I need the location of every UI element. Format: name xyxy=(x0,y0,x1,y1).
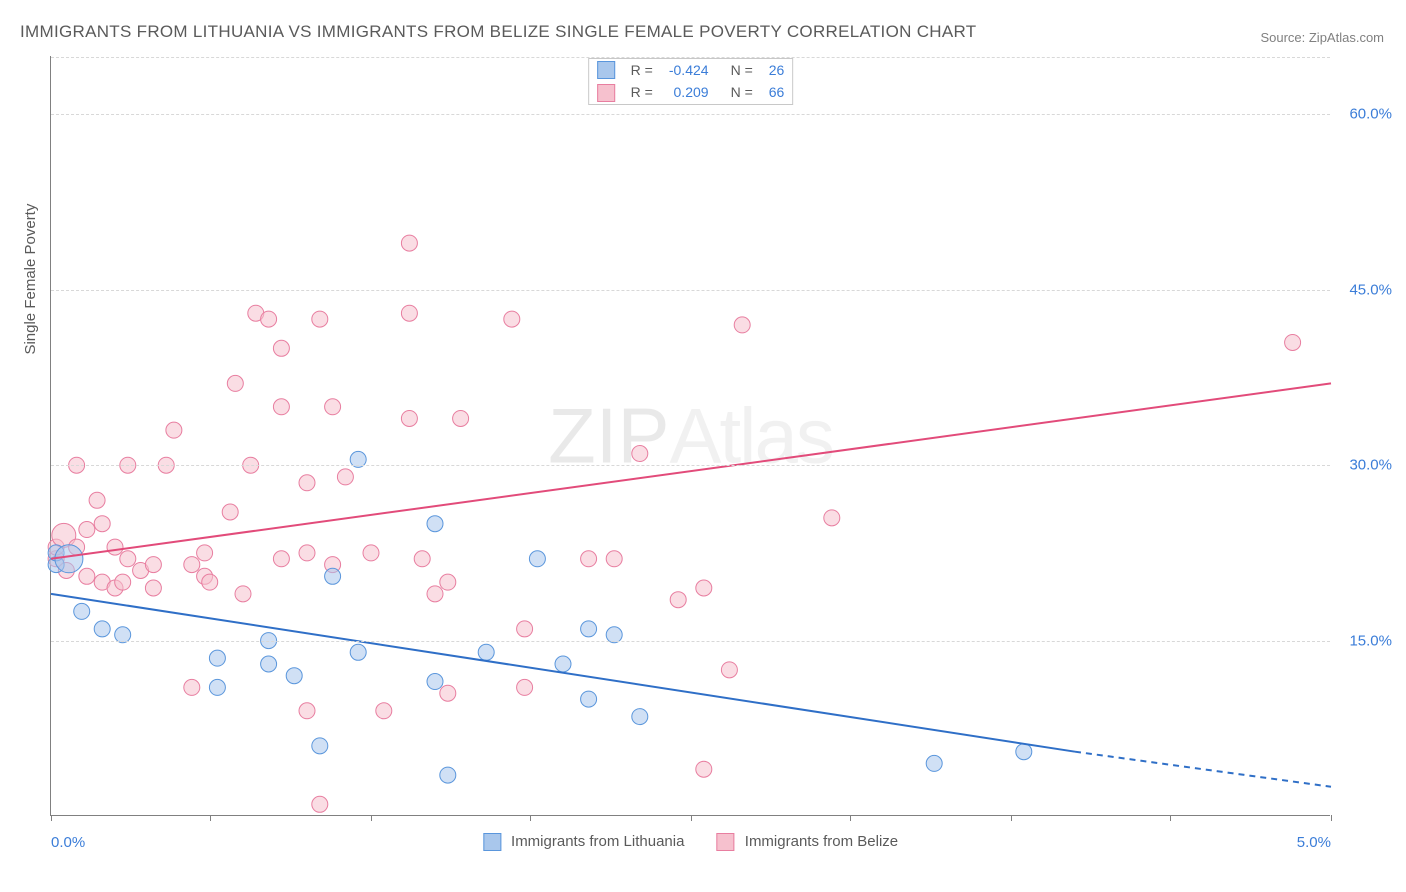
correlation-legend: R = -0.424 N = 26 R = 0.209 N = 66 xyxy=(588,58,794,105)
y-tick-label: 60.0% xyxy=(1349,106,1392,123)
y-tick-label: 30.0% xyxy=(1349,457,1392,474)
y-axis-label: Single Female Poverty xyxy=(22,204,39,355)
series-legend: Immigrants from Lithuania Immigrants fro… xyxy=(469,833,912,851)
x-tick-label: 5.0% xyxy=(1297,834,1331,851)
legend-row-belize: R = 0.209 N = 66 xyxy=(589,81,793,103)
swatch-lithuania-icon xyxy=(483,833,501,851)
swatch-lithuania-icon xyxy=(597,61,615,79)
chart-container: IMMIGRANTS FROM LITHUANIA VS IMMIGRANTS … xyxy=(0,0,1406,892)
legend-item-belize: Immigrants from Belize xyxy=(717,833,899,850)
scatter-svg xyxy=(51,56,1330,815)
legend-row-lithuania: R = -0.424 N = 26 xyxy=(589,59,793,81)
y-tick-label: 15.0% xyxy=(1349,632,1392,649)
legend-item-lithuania: Immigrants from Lithuania xyxy=(483,833,689,850)
x-tick-label: 0.0% xyxy=(51,834,85,851)
swatch-belize-icon xyxy=(597,84,615,102)
y-tick-label: 45.0% xyxy=(1349,281,1392,298)
plot-area: ZIPAtlas R = -0.424 N = 26 R = 0.209 N =… xyxy=(50,56,1330,816)
swatch-belize-icon xyxy=(717,833,735,851)
chart-title: IMMIGRANTS FROM LITHUANIA VS IMMIGRANTS … xyxy=(20,22,976,42)
source-attribution: Source: ZipAtlas.com xyxy=(1260,30,1384,45)
